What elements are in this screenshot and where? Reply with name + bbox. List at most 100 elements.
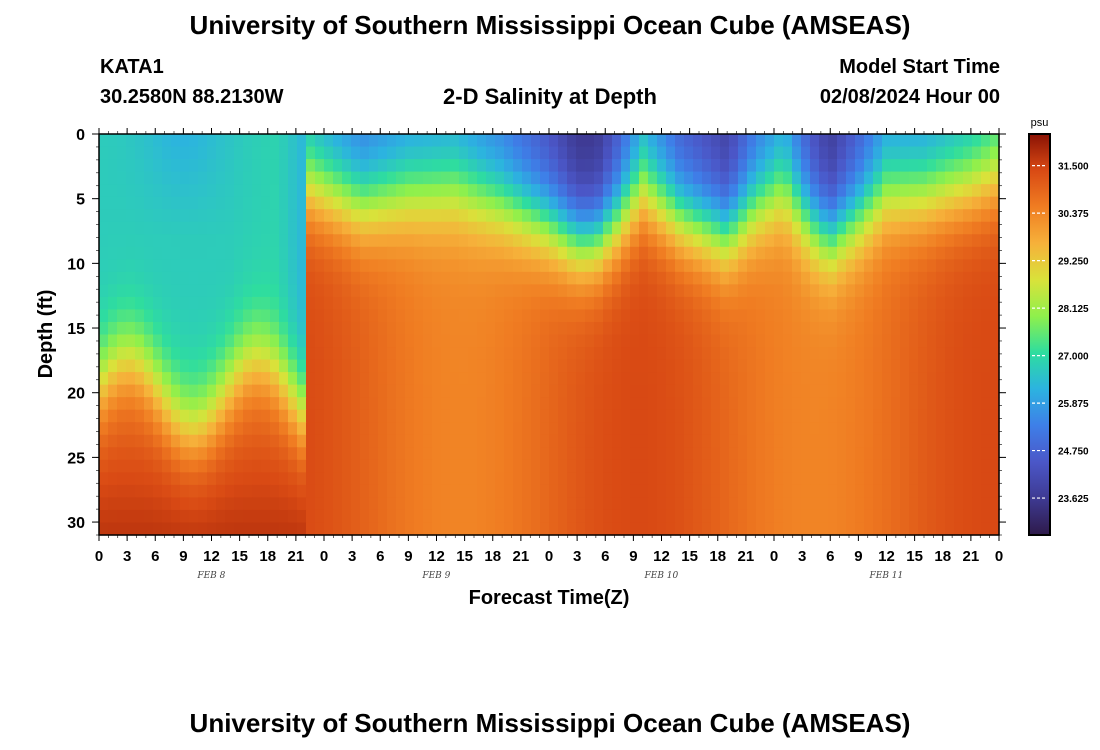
heatmap-cell: [378, 509, 388, 524]
heatmap-cell: [855, 459, 865, 473]
heatmap-cell: [972, 484, 982, 499]
heatmap-cell: [954, 271, 964, 285]
heatmap-cell: [963, 221, 973, 235]
heatmap-cell: [477, 134, 487, 148]
heatmap-cell: [909, 159, 919, 173]
heatmap-cell: [369, 522, 379, 536]
heatmap-cell: [387, 284, 397, 298]
heatmap-cell: [963, 409, 973, 423]
heatmap-cell: [837, 196, 847, 210]
heatmap-cell: [693, 271, 703, 285]
heatmap-cell: [549, 221, 559, 235]
heatmap-cell: [837, 484, 847, 499]
heatmap-cell: [351, 321, 361, 336]
heatmap-cell: [603, 347, 613, 361]
heatmap-cell: [540, 522, 550, 536]
heatmap-cell: [252, 397, 262, 411]
heatmap-cell: [792, 284, 802, 298]
heatmap-cell: [918, 434, 928, 448]
heatmap-cell: [837, 347, 847, 361]
heatmap-cell: [729, 134, 739, 148]
heatmap-cell: [423, 347, 433, 361]
heatmap-cell: [99, 359, 109, 373]
heatmap-cell: [963, 159, 973, 173]
heatmap-cell: [756, 459, 766, 473]
heatmap-cell: [477, 271, 487, 285]
heatmap-cell: [765, 509, 775, 524]
heatmap-cell: [693, 372, 703, 386]
heatmap-cell: [153, 359, 163, 373]
heatmap-cell: [270, 359, 280, 373]
heatmap-cell: [720, 234, 730, 248]
heatmap-cell: [855, 196, 865, 210]
heatmap-cell: [900, 221, 910, 235]
heatmap-cell: [522, 321, 532, 336]
heatmap-cell: [711, 184, 721, 198]
heatmap-cell: [117, 246, 127, 260]
heatmap-cell: [333, 497, 343, 511]
heatmap-cell: [387, 334, 397, 348]
heatmap-cell: [378, 384, 388, 398]
heatmap-cell: [441, 259, 451, 273]
heatmap-cell: [468, 497, 478, 511]
heatmap-cell: [171, 509, 181, 524]
heatmap-cell: [252, 309, 262, 323]
heatmap-cell: [828, 284, 838, 298]
heatmap-cell: [792, 134, 802, 148]
heatmap-cell: [360, 234, 370, 248]
heatmap-cell: [990, 334, 1000, 348]
heatmap-cell: [270, 422, 280, 436]
heatmap-cell: [981, 434, 991, 448]
heatmap-cell: [612, 234, 622, 248]
heatmap-cell: [162, 159, 172, 173]
heatmap-cell: [882, 372, 892, 386]
heatmap-cell: [423, 271, 433, 285]
heatmap-cell: [441, 359, 451, 373]
heatmap-cell: [396, 509, 406, 524]
heatmap-cell: [135, 372, 145, 386]
heatmap-cell: [828, 522, 838, 536]
heatmap-cell: [846, 384, 856, 398]
heatmap-cell: [477, 384, 487, 398]
heatmap-cell: [477, 284, 487, 298]
heatmap-cell: [855, 146, 865, 160]
x-tick-label: 18: [934, 548, 951, 565]
heatmap-cell: [513, 509, 523, 524]
heatmap-cell: [792, 347, 802, 361]
heatmap-cell: [891, 159, 901, 173]
heatmap-cell: [441, 334, 451, 348]
heatmap-cell: [990, 397, 1000, 411]
heatmap-cell: [252, 234, 262, 248]
heatmap-cell: [864, 509, 874, 524]
heatmap-cell: [693, 384, 703, 398]
heatmap-cell: [486, 409, 496, 423]
heatmap-cell: [540, 397, 550, 411]
heatmap-cell: [765, 359, 775, 373]
heatmap-cell: [441, 146, 451, 160]
heatmap-cell: [981, 171, 991, 185]
heatmap-cell: [873, 159, 883, 173]
heatmap-cell: [720, 134, 730, 148]
heatmap-cell: [900, 472, 910, 486]
heatmap-cell: [792, 334, 802, 348]
heatmap-cell: [243, 434, 253, 448]
heatmap-cell: [756, 271, 766, 285]
heatmap-cell: [468, 422, 478, 436]
heatmap-cell: [126, 459, 136, 473]
heatmap-cell: [585, 309, 595, 323]
heatmap-cell: [108, 509, 118, 524]
heatmap-cell: [738, 184, 748, 198]
heatmap-cell: [585, 497, 595, 511]
heatmap-cell: [900, 209, 910, 223]
heatmap-cell: [198, 159, 208, 173]
heatmap-cell: [918, 296, 928, 311]
heatmap-cell: [162, 259, 172, 273]
heatmap-cell: [639, 196, 649, 210]
heatmap-cell: [711, 171, 721, 185]
heatmap-cell: [432, 309, 442, 323]
heatmap-cell: [585, 296, 595, 311]
heatmap-cell: [108, 447, 118, 461]
heatmap-cell: [234, 271, 244, 285]
heatmap-cell: [207, 484, 217, 499]
heatmap-cell: [234, 234, 244, 248]
